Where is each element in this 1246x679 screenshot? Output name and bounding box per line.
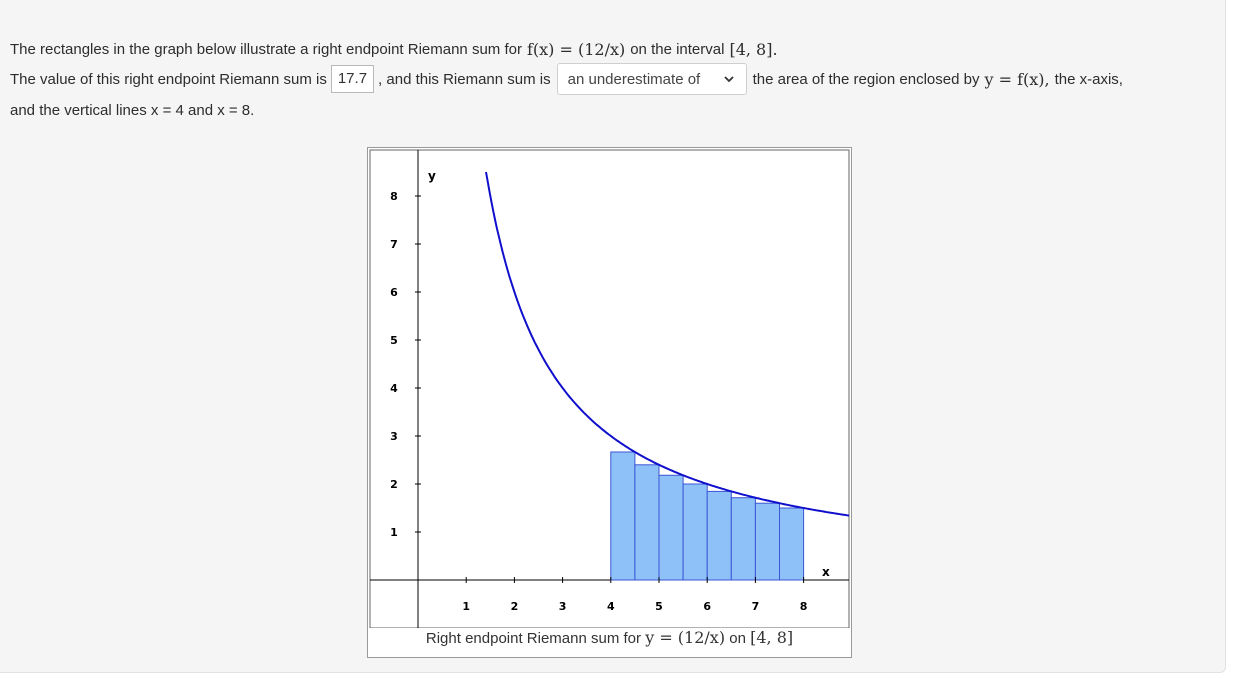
riemann-sum-graph: 1 2 3 4 5 6 7 8 1 2 3 4 5 6 7 8 y x Right endpoint Riem… [367,147,852,658]
caption-interval: [4, 8] [750,628,794,647]
x-tick-label: 7 [752,600,760,613]
caption-on: on [729,630,746,647]
y-axis-label: y [428,169,436,183]
estimate-type-selected: an underestimate of [567,70,701,88]
y-tick-label: 1 [390,526,398,539]
riemann-rectangle [730,497,756,581]
line1-mid: on the interval [630,41,725,58]
line2-suffix-b: the x-axis, [1054,70,1123,88]
y-tick-label: 7 [390,238,398,251]
line1-prefix: The rectangles in the graph below illust… [10,41,522,58]
problem-line-1: The rectangles in the graph below illust… [10,40,778,59]
y-tick-label: 3 [390,430,398,443]
riemann-rectangle [754,502,780,581]
line2-suffix-a: the area of the region enclosed by [752,70,980,88]
x-tick-label: 8 [800,600,808,613]
x-tick-label: 1 [462,600,470,613]
chevron-down-icon [723,76,734,83]
riemann-rectangle [706,490,732,581]
y-tick-label: 8 [390,190,398,203]
riemann-rectangle [610,451,636,581]
riemann-rectangle [682,483,708,581]
estimate-type-dropdown[interactable]: an underestimate of [556,63,747,95]
function-curve [485,171,850,517]
caption-prefix: Right endpoint Riemann sum for [425,630,642,647]
x-tick-label: 3 [559,600,567,613]
x-tick-label: 4 [607,600,615,613]
riemann-rectangle [634,464,660,581]
interval-expression: [4, 8]. [729,40,778,59]
y-tick-label: 4 [390,382,398,395]
x-axis-label: x [822,565,830,579]
curve-equation: y = f(x), [984,69,1050,89]
y-tick-label: 5 [390,334,398,347]
question-panel: The rectangles in the graph below illust… [0,0,1226,673]
x-tick-label: 6 [703,600,711,613]
y-tick-label: 2 [390,478,398,491]
graph-caption: Right endpoint Riemann sum for y = (12/x… [368,628,851,647]
line2-prefix: The value of this right endpoint Riemann… [10,70,327,88]
riemann-sum-answer-input[interactable]: 17.7 [330,65,375,93]
problem-line-3: and the vertical lines x = 4 and x = 8. [10,102,254,119]
line2-mid: , and this Riemann sum is [378,70,551,88]
x-tick-label: 2 [511,600,519,613]
caption-function: y = (12/x) [645,628,726,647]
problem-line-2: The value of this right endpoint Riemann… [10,63,1123,95]
x-tick-label: 5 [655,600,663,613]
function-expression: f(x) = (12/x) [526,40,626,59]
riemann-rectangle [658,474,684,581]
graph-canvas: 1 2 3 4 5 6 7 8 1 2 3 4 5 6 7 8 y x [369,149,850,629]
line3-text: and the vertical lines x = 4 and x = 8. [10,102,255,119]
y-tick-label: 6 [390,286,398,299]
riemann-rectangle [779,507,805,581]
